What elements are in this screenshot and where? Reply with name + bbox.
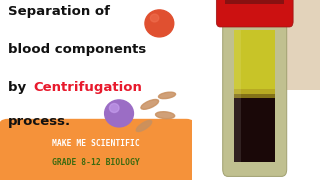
FancyBboxPatch shape — [0, 119, 196, 180]
Circle shape — [109, 103, 119, 112]
Ellipse shape — [156, 112, 175, 119]
Ellipse shape — [141, 100, 159, 109]
Text: by: by — [8, 81, 30, 94]
Text: Centrifugation: Centrifugation — [34, 81, 142, 94]
Bar — [234, 30, 275, 94]
Text: Separation of: Separation of — [8, 5, 110, 18]
FancyBboxPatch shape — [216, 0, 293, 27]
Circle shape — [150, 14, 159, 22]
Bar — [234, 92, 275, 162]
Circle shape — [105, 100, 133, 127]
Bar — [234, 89, 275, 98]
Ellipse shape — [158, 92, 176, 99]
Text: process.: process. — [8, 115, 71, 128]
Ellipse shape — [136, 120, 152, 132]
Bar — [225, 0, 284, 4]
Circle shape — [145, 10, 174, 37]
Text: blood components: blood components — [8, 43, 146, 56]
Text: GRADE 8-12 BIOLOGY: GRADE 8-12 BIOLOGY — [52, 158, 140, 167]
Bar — [234, 30, 241, 162]
Bar — [262, 0, 320, 90]
Text: MAKE ME SCIENTIFIC: MAKE ME SCIENTIFIC — [52, 139, 140, 148]
FancyBboxPatch shape — [223, 11, 287, 176]
